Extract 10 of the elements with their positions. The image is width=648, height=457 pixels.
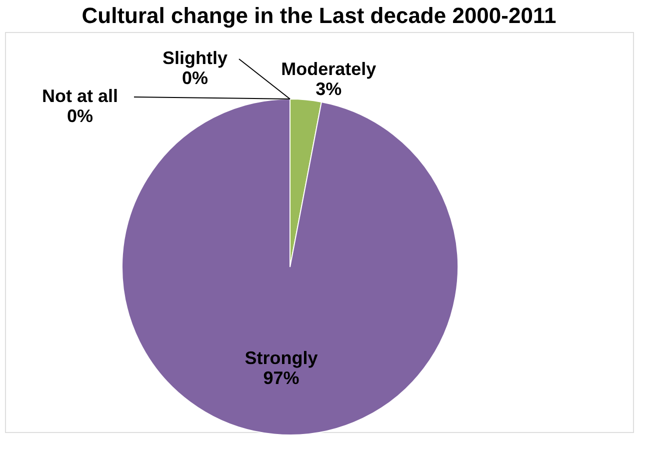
text: 0% [66,106,94,126]
data-label: 3% [316,78,342,99]
text: 0% [182,68,208,88]
chart-title: Cultural change in the Last decade 2000-2011 [82,3,556,28]
pie-slice [122,98,458,436]
category-label: Slightly [162,48,228,68]
data-label: 97% [263,368,300,388]
slice-label: Moderately [281,58,376,79]
slice-label: Strongly [244,348,318,368]
category-label: Not at all [42,86,118,106]
